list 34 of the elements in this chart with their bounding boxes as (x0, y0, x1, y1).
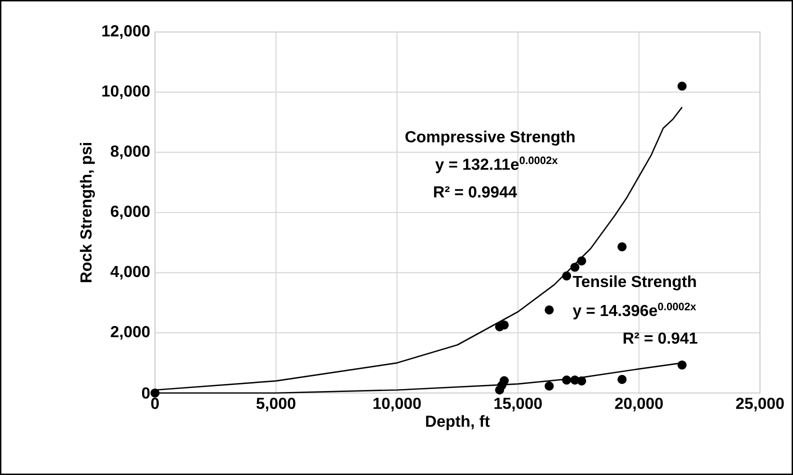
y-tick-label: 10,000 (102, 85, 150, 99)
annotation: Tensile Strength (572, 275, 696, 290)
annotation: R² = 0.9944 (434, 186, 517, 198)
y-tick-label: 2,000 (110, 326, 150, 340)
y-axis-title: Rock Strength, psi (80, 142, 95, 282)
x-tick-label: 5,000 (256, 398, 296, 412)
x-tick-label: 10,000 (374, 398, 421, 412)
y-tick-label: 12,000 (102, 25, 150, 39)
point (577, 256, 586, 266)
annotation: y = 14.396e$^{0.0002x}$ (572, 302, 696, 320)
x-axis-title: Depth, ft (426, 415, 490, 430)
x-tick-label: 20,000 (615, 398, 663, 412)
point (618, 374, 627, 384)
x-tick-label: 25,000 (736, 398, 784, 412)
x-tick-label: 15,000 (494, 398, 542, 412)
y-tick-label: 4,000 (110, 266, 150, 280)
y-tick-label: 6,000 (110, 206, 150, 220)
point (577, 376, 586, 386)
point (678, 82, 687, 91)
point (500, 320, 509, 330)
point (570, 262, 580, 272)
point (618, 242, 627, 252)
point (562, 271, 572, 281)
point (678, 360, 687, 370)
y-tick-label: 8,000 (110, 146, 150, 160)
point (544, 382, 554, 391)
point (544, 305, 554, 314)
y-tick-label: 0 (142, 387, 150, 399)
point (562, 376, 572, 385)
annotation: y = 132.11e$^{0.0002x}$ (435, 156, 558, 174)
point (150, 388, 160, 398)
annotation: Compressive Strength (405, 130, 575, 146)
annotation: R² = 0.941 (624, 332, 698, 344)
x-tick-label: 0 (151, 398, 159, 410)
